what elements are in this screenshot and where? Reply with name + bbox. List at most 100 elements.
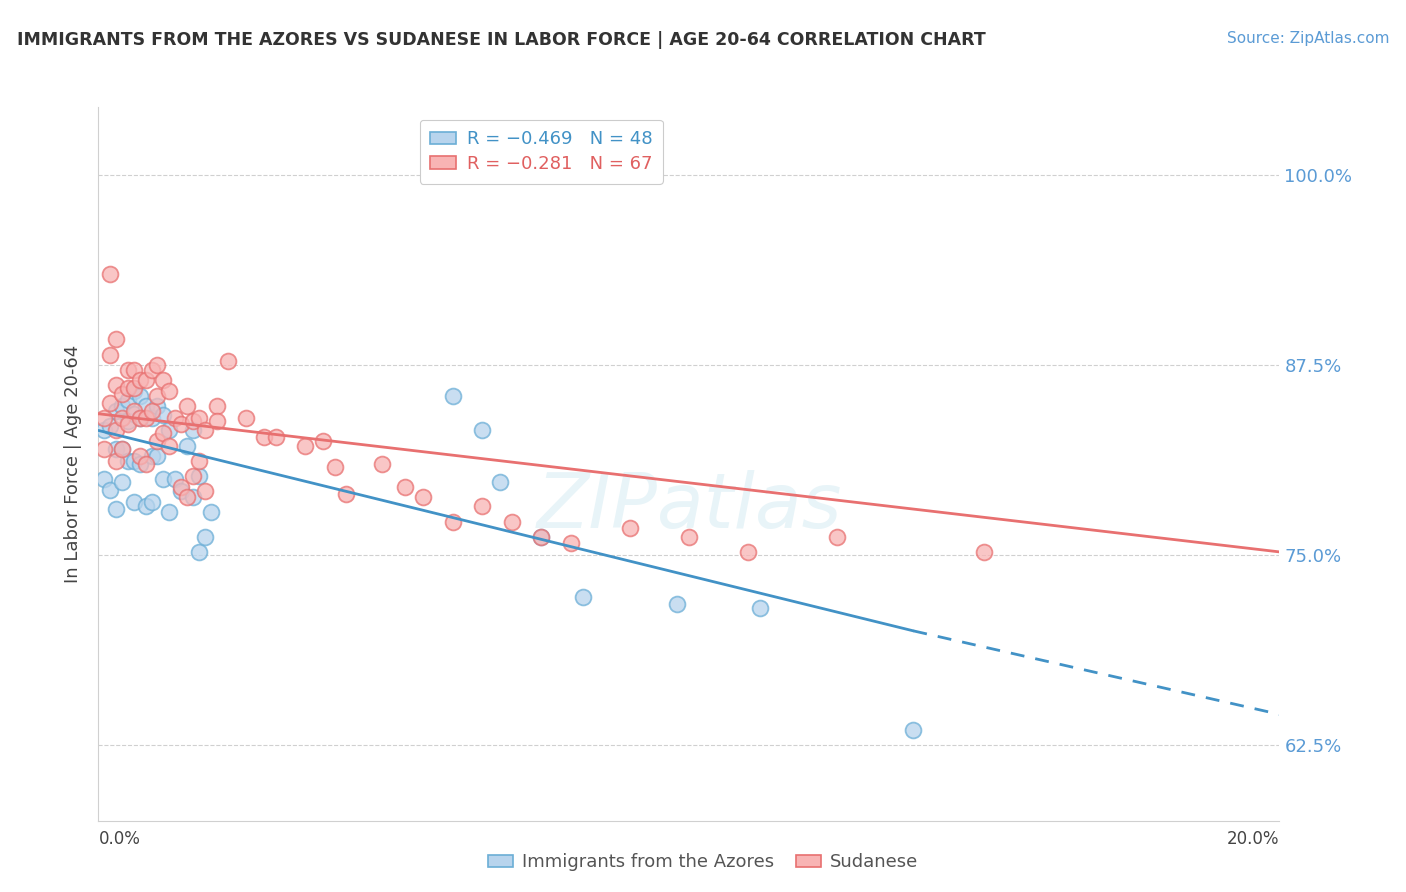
Point <box>489 475 512 489</box>
Point <box>394 480 416 494</box>
Point <box>93 442 115 456</box>
Point <box>973 545 995 559</box>
Point <box>737 545 759 559</box>
Point <box>264 429 287 443</box>
Point <box>93 424 115 438</box>
Point <box>146 388 169 402</box>
Point <box>253 429 276 443</box>
Point <box>135 500 157 514</box>
Point <box>105 502 128 516</box>
Point <box>152 373 174 387</box>
Point <box>117 414 139 428</box>
Point <box>117 454 139 468</box>
Point <box>152 409 174 423</box>
Point <box>117 417 139 432</box>
Point <box>122 362 145 376</box>
Point <box>748 601 770 615</box>
Point <box>619 520 641 534</box>
Point <box>157 439 180 453</box>
Point <box>412 490 434 504</box>
Point <box>105 442 128 456</box>
Point <box>146 358 169 372</box>
Point <box>235 411 257 425</box>
Point <box>312 434 335 448</box>
Point <box>165 411 187 425</box>
Point <box>146 434 169 448</box>
Point <box>93 472 115 486</box>
Point <box>530 530 553 544</box>
Point <box>105 332 128 346</box>
Point <box>98 483 121 497</box>
Point <box>141 362 163 376</box>
Text: 20.0%: 20.0% <box>1227 830 1279 847</box>
Point <box>93 411 115 425</box>
Point <box>152 472 174 486</box>
Point <box>141 411 163 425</box>
Point <box>170 484 193 499</box>
Point <box>122 381 145 395</box>
Point <box>98 396 121 410</box>
Point <box>117 362 139 376</box>
Point <box>187 545 209 559</box>
Point <box>128 411 150 425</box>
Point <box>530 530 553 544</box>
Point <box>825 530 848 544</box>
Y-axis label: In Labor Force | Age 20-64: In Labor Force | Age 20-64 <box>65 344 83 583</box>
Point <box>441 515 464 529</box>
Point <box>122 403 145 417</box>
Point <box>678 530 700 544</box>
Point <box>98 267 121 281</box>
Point <box>294 439 316 453</box>
Point <box>128 388 150 402</box>
Point <box>471 424 494 438</box>
Point <box>111 411 134 425</box>
Point <box>152 426 174 441</box>
Text: Source: ZipAtlas.com: Source: ZipAtlas.com <box>1226 31 1389 46</box>
Point <box>181 424 204 438</box>
Point <box>176 490 198 504</box>
Point <box>157 505 180 519</box>
Point <box>560 536 582 550</box>
Point <box>128 457 150 471</box>
Point <box>176 439 198 453</box>
Point <box>122 384 145 398</box>
Point <box>111 399 134 413</box>
Point <box>170 480 193 494</box>
Text: ZIPatlas: ZIPatlas <box>536 470 842 543</box>
Point <box>122 407 145 421</box>
Point <box>135 373 157 387</box>
Point <box>98 418 121 433</box>
Point <box>111 387 134 401</box>
Point <box>157 384 180 398</box>
Point <box>128 449 150 463</box>
Point <box>157 424 180 438</box>
Point <box>111 442 134 456</box>
Text: IMMIGRANTS FROM THE AZORES VS SUDANESE IN LABOR FORCE | AGE 20-64 CORRELATION CH: IMMIGRANTS FROM THE AZORES VS SUDANESE I… <box>17 31 986 49</box>
Point <box>194 484 217 499</box>
Point <box>111 442 134 456</box>
Point <box>105 424 128 438</box>
Point <box>122 495 145 509</box>
Point <box>146 449 169 463</box>
Point <box>105 403 128 417</box>
Point <box>141 403 163 417</box>
Point <box>194 530 217 544</box>
Point <box>205 414 228 428</box>
Point <box>117 393 139 408</box>
Point <box>371 457 394 471</box>
Point <box>141 495 163 509</box>
Point <box>187 454 209 468</box>
Point <box>903 723 925 737</box>
Point <box>128 373 150 387</box>
Point <box>571 591 593 605</box>
Point <box>135 411 157 425</box>
Point <box>165 472 187 486</box>
Text: 0.0%: 0.0% <box>98 830 141 847</box>
Point <box>105 454 128 468</box>
Point <box>146 399 169 413</box>
Point <box>181 469 204 483</box>
Point <box>217 353 239 368</box>
Legend: Immigrants from the Azores, Sudanese: Immigrants from the Azores, Sudanese <box>481 847 925 879</box>
Point <box>205 399 228 413</box>
Point <box>141 449 163 463</box>
